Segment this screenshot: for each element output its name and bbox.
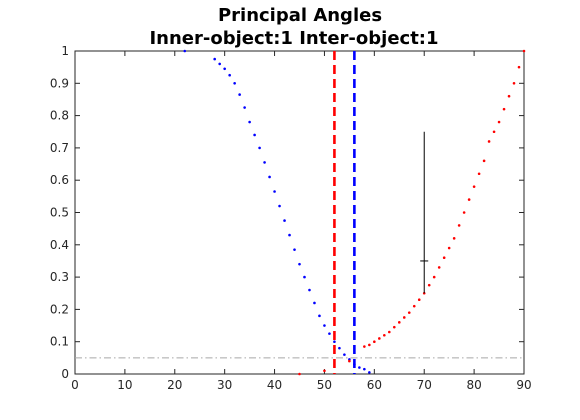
chart-title-line-2: Inner-object:1 Inter-object:1: [149, 28, 438, 49]
data-point: [323, 324, 326, 327]
y-tick-label: 0.4: [50, 238, 69, 252]
x-tick-label: 60: [367, 378, 382, 392]
x-tick-label: 0: [71, 378, 79, 392]
data-point: [457, 224, 461, 227]
x-tick-label: 20: [167, 378, 182, 392]
data-point: [348, 359, 351, 363]
data-point: [437, 266, 441, 269]
data-point: [368, 371, 371, 374]
data-point: [467, 198, 471, 201]
x-tick-label: 80: [466, 378, 481, 392]
data-point: [338, 346, 341, 350]
data-point: [482, 159, 486, 163]
data-point: [298, 262, 301, 266]
data-point: [462, 211, 466, 214]
data-point: [373, 340, 376, 344]
data-point: [343, 353, 346, 356]
data-point: [358, 366, 361, 369]
data-point: [477, 172, 481, 176]
data-point: [323, 369, 326, 373]
data-point: [278, 204, 281, 208]
data-point: [243, 106, 246, 109]
data-point: [402, 316, 406, 319]
data-point: [213, 57, 216, 61]
data-point: [497, 120, 501, 124]
data-point: [318, 314, 321, 318]
x-tick-label: 10: [117, 378, 132, 392]
data-point: [472, 185, 476, 188]
data-point: [368, 343, 371, 347]
data-point: [442, 256, 446, 260]
y-tick-label: 0.5: [50, 206, 69, 220]
data-point: [492, 130, 496, 134]
series-1: [298, 49, 526, 376]
y-tick-label: 0.3: [50, 270, 69, 284]
x-tick-label: 50: [317, 378, 332, 392]
data-point: [522, 49, 526, 53]
data-point: [417, 298, 421, 302]
plot-area: 0 10 20 30 40 50 60 70 80 90 0 0.1 0.2 0.3 0.4 0.5 0.6 0.…: [50, 44, 532, 392]
data-point: [258, 146, 261, 150]
data-point: [293, 248, 296, 251]
data-point: [378, 337, 381, 340]
data-point: [363, 345, 366, 348]
data-point: [447, 246, 451, 250]
data-point: [407, 311, 411, 314]
data-point: [308, 288, 311, 292]
data-point: [507, 94, 511, 98]
data-point: [512, 82, 516, 85]
data-point: [238, 93, 241, 96]
data-point: [288, 233, 291, 237]
data-point: [502, 107, 506, 111]
x-tick-label: 90: [516, 378, 531, 392]
data-point: [228, 73, 231, 77]
data-point: [263, 161, 266, 164]
data-point: [487, 140, 491, 143]
data-point: [397, 321, 401, 324]
data-point: [253, 133, 256, 137]
data-point: [268, 175, 271, 179]
y-tick-label: 0.1: [50, 335, 69, 349]
data-point: [183, 49, 187, 53]
data-point: [273, 190, 276, 193]
data-point: [328, 332, 331, 335]
x-tick-label: 40: [267, 378, 282, 392]
data-point: [313, 301, 316, 305]
y-tick-label: 0.7: [50, 141, 69, 155]
data-point: [218, 62, 221, 66]
series-0: [183, 49, 371, 374]
y-tick-label: 0.2: [50, 302, 69, 316]
data-point: [383, 333, 386, 337]
data-point: [452, 237, 456, 240]
data-point: [248, 120, 251, 124]
data-point: [517, 65, 521, 69]
x-tick-label: 30: [217, 378, 232, 392]
data-point: [333, 340, 336, 344]
data-point: [303, 275, 306, 279]
data-point: [388, 330, 391, 334]
data-point: [432, 275, 436, 279]
y-tick-label: 0.8: [50, 109, 69, 123]
data-point: [283, 219, 286, 222]
y-tick-label: 1: [61, 44, 69, 58]
plot-frame: [74, 50, 525, 375]
y-tick-label: 0.6: [50, 173, 69, 187]
x-tick-label: 70: [417, 378, 432, 392]
data-point: [223, 67, 226, 71]
y-tick-label: 0.9: [50, 76, 69, 90]
data-point: [298, 372, 301, 376]
data-point: [363, 367, 366, 371]
data-point: [427, 283, 431, 287]
data-point: [412, 304, 416, 308]
y-tick-label: 0: [61, 367, 69, 381]
data-point: [233, 82, 236, 85]
data-point: [392, 325, 396, 329]
chart-title-line-1: Principal Angles: [218, 5, 382, 26]
